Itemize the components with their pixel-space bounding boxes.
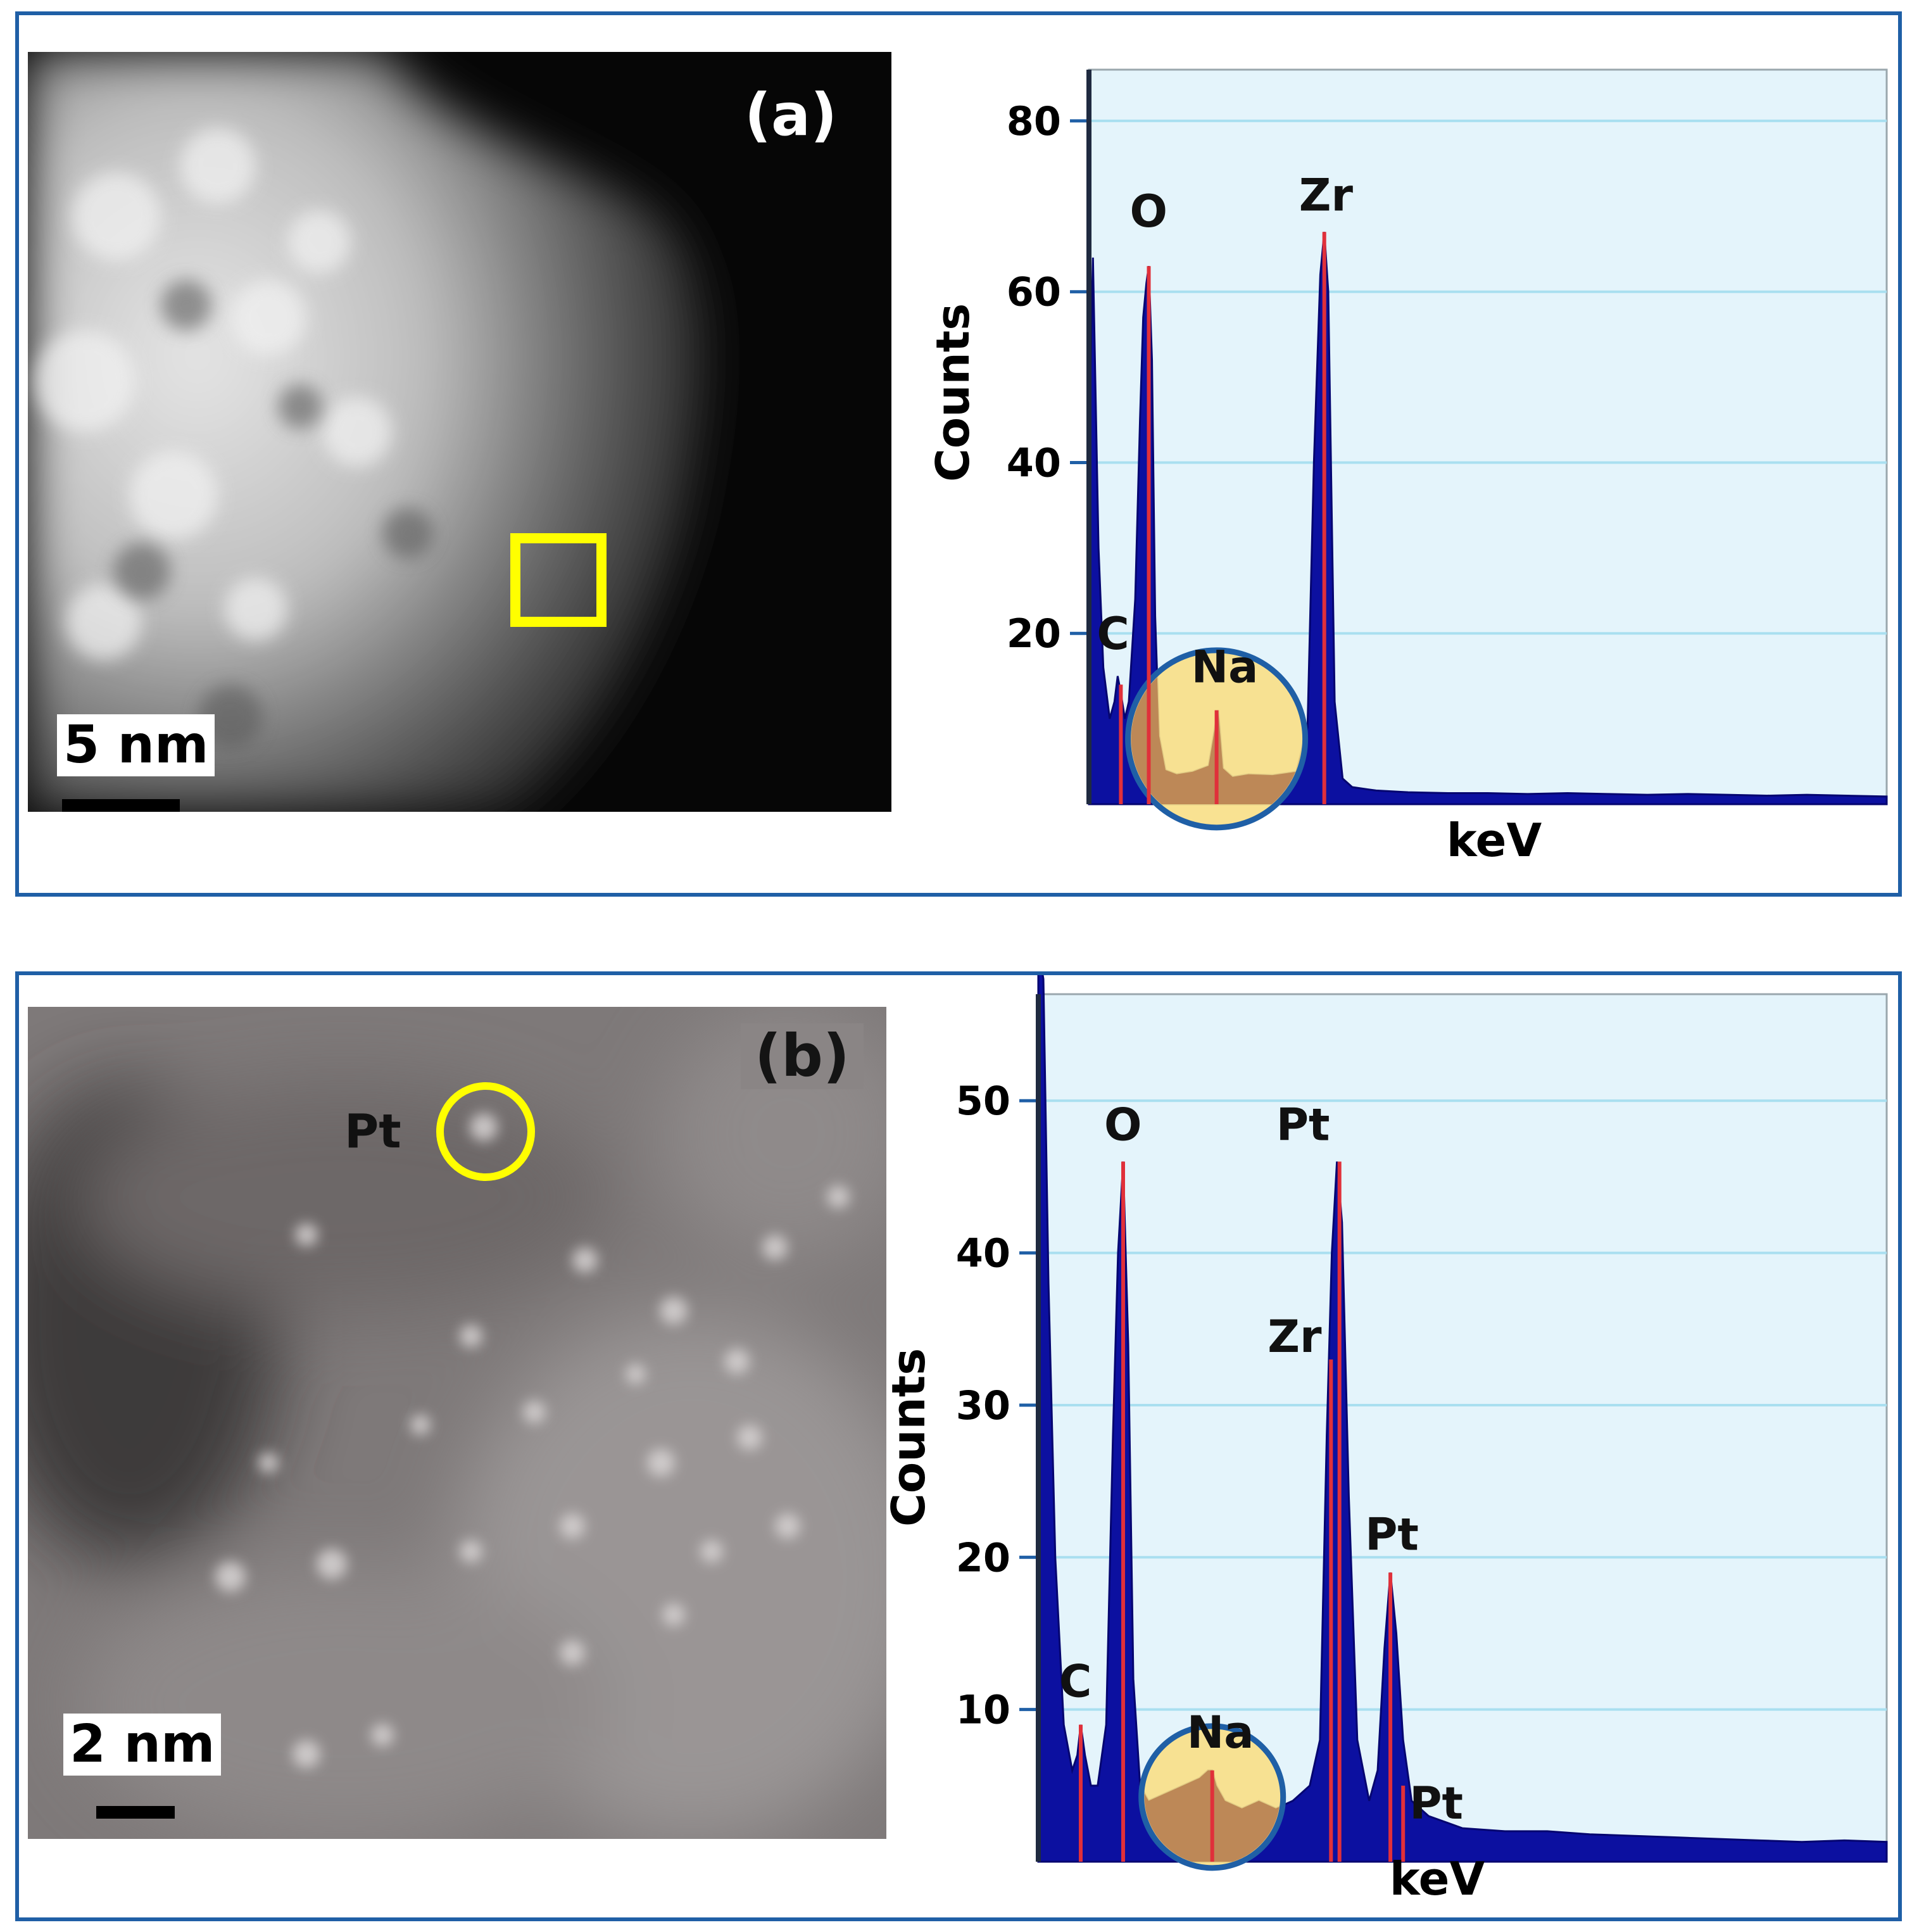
x-axis-label: keV <box>1447 814 1542 867</box>
peak-label-zr: Zr <box>1299 169 1354 221</box>
y-tick-label: 40 <box>1007 439 1061 486</box>
y-tick-label: 20 <box>956 1534 1010 1581</box>
y-tick-label: 50 <box>956 1078 1010 1124</box>
y-tick-label: 10 <box>956 1687 1010 1733</box>
scale-bar-label-b: 2 nm <box>63 1714 222 1776</box>
y-axis-label: Counts <box>882 1348 935 1527</box>
peak-label-pt: Pt <box>1276 1099 1330 1151</box>
region-marker-square <box>510 533 607 627</box>
peak-label-zr: Zr <box>1267 1311 1322 1363</box>
peak-label-pt: Pt <box>1409 1777 1463 1829</box>
peak-label-na: Na <box>1192 641 1259 693</box>
y-tick-label: 80 <box>1007 98 1061 144</box>
pt-marker-label: Pt <box>344 1104 401 1159</box>
y-tick-label: 40 <box>956 1230 1010 1277</box>
peak-label-o: O <box>1130 186 1168 237</box>
scale-bar-label-a: 5 nm <box>57 714 215 776</box>
micrograph-a-image <box>28 52 891 812</box>
y-tick-label: 20 <box>1007 610 1061 657</box>
scale-bar-a <box>62 799 180 812</box>
peak-label-c: C <box>1097 608 1129 660</box>
x-axis-label: keV <box>1390 1852 1485 1905</box>
scale-bar-b <box>96 1806 175 1819</box>
y-tick-label: 30 <box>956 1382 1010 1429</box>
peak-label-o: O <box>1104 1099 1142 1151</box>
eds-spectrum-chart-a: 20 40 60 80 C O Na Zr Counts keV <box>926 68 1888 867</box>
peak-label-c: C <box>1059 1656 1091 1708</box>
panel-label-a: (a) <box>745 81 838 149</box>
eds-spectrum-chart-b: 10 20 30 40 50 C O Na Pt Zr Pt Pt Counts keV <box>882 975 1888 1905</box>
micrograph-a <box>28 52 891 812</box>
y-tick-label: 60 <box>1007 269 1061 315</box>
plot-area <box>1037 993 1888 1863</box>
peak-label-na: Na <box>1187 1707 1254 1758</box>
y-axis-label: Counts <box>926 303 979 482</box>
panel-label-b: (b) <box>741 1023 864 1089</box>
micrograph-b-image <box>28 1007 886 1839</box>
micrograph-b <box>28 1007 886 1839</box>
peak-label-pt: Pt <box>1365 1508 1419 1560</box>
pt-atom-marker-circle <box>436 1082 535 1181</box>
